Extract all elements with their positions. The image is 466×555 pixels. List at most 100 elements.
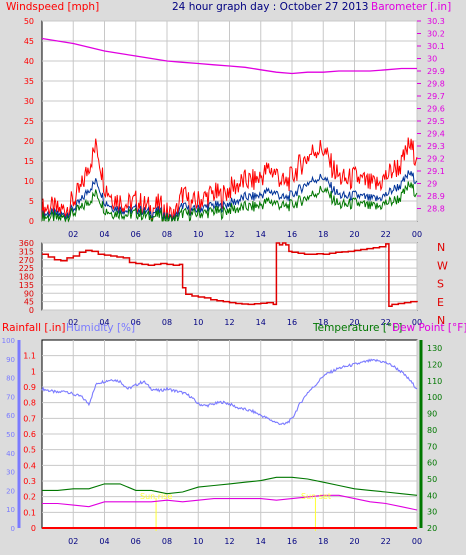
- barometer-tick-label: 28.8: [427, 205, 445, 214]
- barometer-tick-label: 29.1: [427, 167, 445, 176]
- temperature-tick-label: 130: [427, 344, 442, 353]
- barometer-tick-label: 29.8: [427, 80, 445, 89]
- compass-letter: N: [437, 241, 445, 254]
- temperature-tick-label: 50: [427, 475, 437, 484]
- series-line-windspeed: [41, 137, 418, 222]
- barometer-tick-label: 29.2: [427, 155, 445, 164]
- x-tick-label: 04: [99, 230, 109, 239]
- windspeed-tick-label: 20: [24, 137, 34, 146]
- temperature-tick-label: 110: [427, 377, 442, 386]
- rainfall-tick-label: 1: [31, 367, 36, 376]
- x-tick-label: 04: [99, 537, 109, 546]
- series-line-temperature: [42, 476, 418, 496]
- x-tick-label: 00: [412, 537, 422, 546]
- climate-panel-ticks: 0 0.1 0.2 0.3 0.4 0.5 0.6 0.7 0.8 0.9 1 1.1 0 10 20 30 4…: [2, 337, 443, 546]
- rainfall-tick-label: 0.4: [23, 461, 36, 470]
- wind-panel-ticks: 0 5 10 15 20 25 30 35 40 45 50 02 04 06 08 10 12 14 16 18 20…: [24, 17, 445, 239]
- x-tick-label: 18: [318, 318, 328, 327]
- direction-tick-label: 135: [19, 281, 34, 290]
- barometer-axis-title: Barometer [.in]: [371, 1, 451, 13]
- direction-panel-series: [42, 242, 418, 308]
- x-tick-label: 02: [68, 318, 78, 327]
- x-tick-label: 20: [349, 230, 359, 239]
- series-line-wind-direction: [42, 242, 418, 308]
- barometer-tick-label: 30: [427, 55, 437, 64]
- compass-letter: W: [437, 259, 448, 272]
- windspeed-axis-title: Windspeed [mph]: [6, 1, 99, 13]
- rainfall-tick-label: 0.5: [23, 446, 36, 455]
- temperature-tick-label: 40: [427, 491, 437, 500]
- x-tick-label: 18: [318, 537, 328, 546]
- x-tick-label: 06: [131, 318, 141, 327]
- barometer-tick-label: 30.1: [427, 42, 445, 51]
- x-tick-label: 08: [162, 318, 172, 327]
- humidity-tick-label: 0: [11, 525, 15, 533]
- temperature-tick-label: 60: [427, 459, 437, 468]
- x-tick-label: 12: [224, 230, 234, 239]
- x-tick-label: 14: [256, 318, 266, 327]
- windspeed-tick-label: 15: [24, 157, 34, 166]
- windspeed-tick-label: 5: [29, 197, 34, 206]
- compass-letter: E: [437, 296, 444, 309]
- humidity-tick-label: 20: [6, 487, 15, 495]
- x-tick-label: 20: [349, 537, 359, 546]
- barometer-tick-label: 29.7: [427, 92, 445, 101]
- rainfall-tick-label: 0.8: [23, 399, 36, 408]
- humidity-axis-title: Humidity [%]: [66, 322, 135, 334]
- dewpoint-axis-title: Dew Point [°F]: [392, 322, 466, 334]
- barometer-tick-label: 29.4: [427, 130, 445, 139]
- x-tick-label: 06: [131, 230, 141, 239]
- sunrise-label: Sun rise: [140, 492, 172, 501]
- compass-letter: S: [437, 278, 444, 291]
- direction-tick-label: 0: [29, 306, 34, 315]
- direction-tick-label: 180: [19, 273, 34, 282]
- x-tick-label: 00: [412, 318, 422, 327]
- series-line-dew-point: [42, 494, 418, 511]
- temperature-tick-label: 20: [427, 524, 437, 533]
- x-tick-label: 02: [68, 537, 78, 546]
- temperature-tick-label: 100: [427, 393, 442, 402]
- windspeed-tick-label: 30: [24, 97, 34, 106]
- direction-tick-label: 225: [19, 264, 34, 273]
- x-tick-label: 14: [256, 537, 266, 546]
- x-tick-label: 16: [287, 318, 297, 327]
- rainfall-tick-label: 1.1: [23, 352, 36, 361]
- wind-panel-series: [41, 37, 418, 223]
- sunset-label: Sun set: [301, 492, 331, 501]
- rainfall-tick-label: 0.9: [23, 383, 36, 392]
- rainfall-axis-title: Rainfall [.in]: [2, 322, 65, 334]
- windspeed-tick-label: 50: [24, 17, 34, 26]
- windspeed-tick-label: 25: [24, 117, 34, 126]
- barometer-tick-label: 29.5: [427, 117, 445, 126]
- humidity-tick-label: 100: [2, 337, 15, 345]
- x-tick-label: 22: [381, 230, 391, 239]
- x-tick-label: 10: [193, 318, 203, 327]
- x-tick-label: 10: [193, 537, 203, 546]
- humidity-tick-label: 30: [6, 469, 15, 477]
- temperature-axis-title: Temperature [°F]: [312, 322, 402, 334]
- rainfall-tick-label: 0.1: [23, 508, 36, 517]
- x-tick-label: 08: [162, 537, 172, 546]
- barometer-tick-label: 30.3: [427, 17, 445, 26]
- x-tick-label: 12: [224, 318, 234, 327]
- x-tick-label: 20: [349, 318, 359, 327]
- direction-tick-label: 315: [19, 247, 34, 256]
- direction-tick-label: 270: [19, 256, 34, 265]
- rainfall-tick-label: 0.7: [23, 414, 36, 423]
- temperature-tick-label: 30: [427, 508, 437, 517]
- wind-panel-grid: [42, 20, 418, 222]
- temperature-tick-label: 90: [427, 410, 437, 419]
- humidity-tick-label: 90: [6, 356, 15, 364]
- humidity-tick-label: 40: [6, 450, 15, 458]
- x-tick-label: 12: [224, 537, 234, 546]
- chart-title: 24 hour graph day : October 27 2013: [172, 1, 368, 13]
- temperature-tick-label: 80: [427, 426, 437, 435]
- x-tick-label: 14: [256, 230, 266, 239]
- x-tick-label: 22: [381, 318, 391, 327]
- x-tick-label: 22: [381, 537, 391, 546]
- barometer-tick-label: 29.9: [427, 67, 445, 76]
- x-tick-label: 04: [99, 318, 109, 327]
- series-line-gust: [41, 181, 418, 223]
